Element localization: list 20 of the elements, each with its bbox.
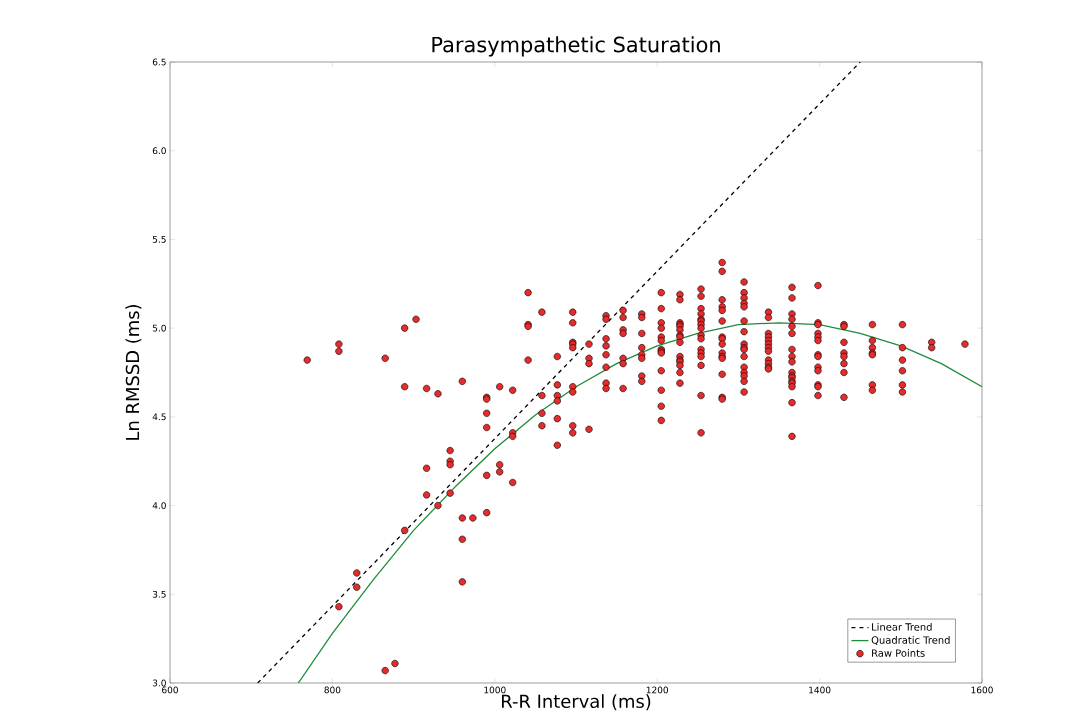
y-tick-label: 6.5 (152, 58, 166, 66)
y-tick-label: 5.5 (152, 236, 166, 243)
y-tick-label: 5.0 (152, 324, 166, 332)
x-tick-label: 1400 (809, 686, 831, 694)
y-tick-label: 3.0 (152, 679, 166, 687)
chart-title: Parasympathetic Saturation (432, 36, 720, 57)
x-tick-label: 1000 (484, 686, 506, 694)
x-tick-label: 1600 (971, 686, 993, 694)
x-tick-label: 1200 (646, 686, 669, 694)
y-tick-label: 3.5 (152, 590, 166, 598)
legend-label: Raw Points (872, 649, 925, 657)
x-axis-title: R-R Interval (ms) (502, 694, 651, 711)
y-tick-label: 4.0 (152, 502, 166, 509)
y-tick-label: 4.5 (152, 413, 166, 421)
x-tick-label: 600 (162, 686, 178, 694)
legend-label: Quadratic Trend (871, 636, 950, 645)
legend-label: Linear Trend (872, 623, 932, 631)
y-axis-title: Ln RMSSD (ms) (125, 305, 142, 440)
y-tick-label: 6.0 (152, 147, 166, 155)
x-tick-label: 800 (324, 686, 341, 694)
